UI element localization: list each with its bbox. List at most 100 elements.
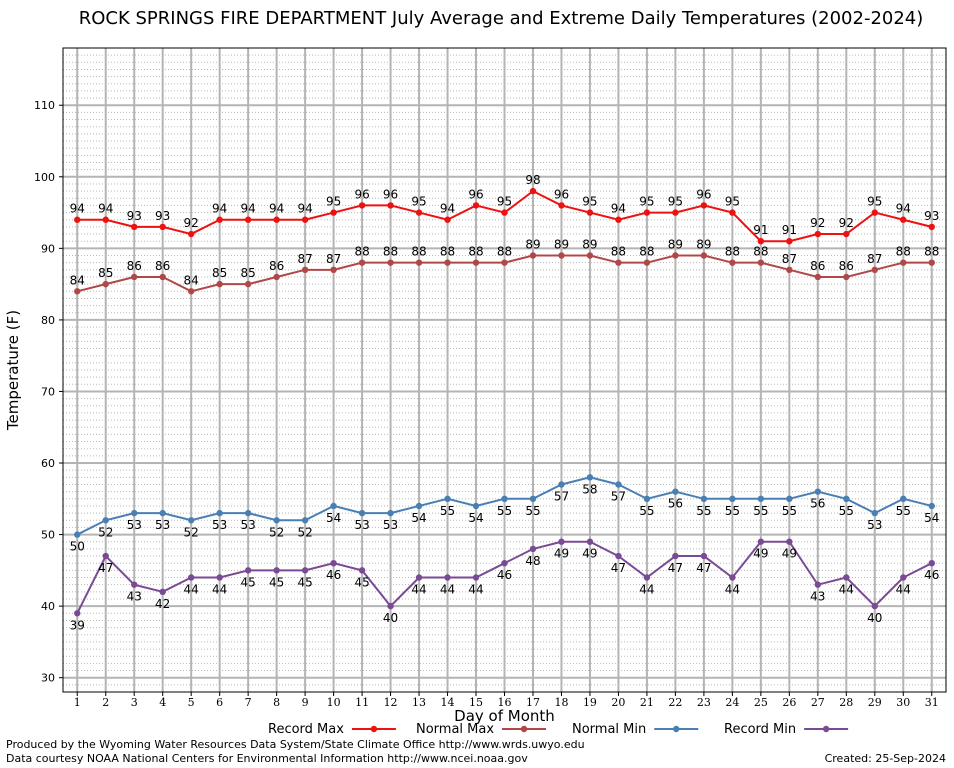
x-tick-label: 25 xyxy=(754,696,768,709)
record-max-data-label: 96 xyxy=(354,187,369,201)
normal-max-data-label: 87 xyxy=(297,252,312,266)
normal-max-point xyxy=(358,259,366,266)
record-max-series: 94 94 93 93 92 94 94 94 94 95 96 96 95 94 96 95 98 96 95 94… xyxy=(70,173,939,245)
normal-max-point xyxy=(301,266,309,274)
x-tick-label: 7 xyxy=(245,696,252,709)
record-max-data-label: 93 xyxy=(924,209,939,223)
normal-max-data-label: 89 xyxy=(525,238,540,252)
record-min-point xyxy=(871,602,878,610)
normal-min-data-label: 50 xyxy=(70,540,85,554)
legend-item-normal-min: Normal Min xyxy=(572,722,699,737)
record-min-data-label: 47 xyxy=(98,561,113,575)
record-min-point xyxy=(672,552,679,560)
record-max-data-label: 96 xyxy=(383,187,398,201)
record-min-point xyxy=(301,567,309,574)
legend-item-record-min: Record Min xyxy=(724,722,849,737)
normal-min-point xyxy=(131,509,138,517)
record-max-data-label: 96 xyxy=(696,187,711,201)
normal-min-point xyxy=(871,509,878,517)
record-min-point xyxy=(729,574,736,581)
record-min-data-label: 45 xyxy=(269,575,284,589)
record-min-point xyxy=(187,574,195,581)
x-axis-label: Day of Month xyxy=(454,707,555,725)
record-min-data-label: 46 xyxy=(497,568,512,582)
record-max-point xyxy=(586,209,594,216)
record-min-point xyxy=(814,581,822,588)
normal-min-data-label: 53 xyxy=(241,518,256,532)
normal-max-point xyxy=(216,280,223,288)
normal-max-point xyxy=(814,273,822,281)
x-tick-label: 31 xyxy=(925,696,939,709)
normal-min-data-label: 52 xyxy=(297,525,312,539)
record-max-point xyxy=(757,238,765,245)
normal-max-point xyxy=(871,266,878,274)
normal-max-point xyxy=(928,259,935,266)
record-min-data-label: 48 xyxy=(525,554,540,568)
legend-label-record-min: Record Min xyxy=(724,722,796,737)
x-tick-label: 4 xyxy=(159,696,166,709)
record-min-point xyxy=(358,567,366,574)
record-min-data-label: 40 xyxy=(383,611,398,625)
normal-min-data-label: 55 xyxy=(696,504,711,518)
record-max-point xyxy=(814,230,822,238)
y-tick-label: 30 xyxy=(41,672,55,685)
normal-min-point xyxy=(814,488,822,495)
record-min-data-label: 44 xyxy=(468,583,483,597)
record-min-data-label: 47 xyxy=(611,561,626,575)
normal-min-data-label: 55 xyxy=(497,504,512,518)
normal-max-data-label: 88 xyxy=(753,245,768,259)
record-max-data-label: 94 xyxy=(611,202,626,216)
record-min-data-label: 49 xyxy=(554,547,569,561)
record-min-data-label: 46 xyxy=(326,568,341,582)
normal-min-point xyxy=(558,481,565,488)
legend-item-normal-max: Normal Max xyxy=(416,722,547,737)
normal-max-data-label: 88 xyxy=(354,245,369,259)
footer-produced-by: Produced by the Wyoming Water Resources … xyxy=(6,738,585,751)
normal-max-point xyxy=(900,259,907,266)
legend-label-record-max: Record Max xyxy=(268,722,344,737)
record-min-data-label: 44 xyxy=(212,583,227,597)
record-max-data-label: 92 xyxy=(810,216,825,230)
normal-max-point xyxy=(102,280,109,288)
normal-max-point xyxy=(387,259,394,266)
legend-marker-normal-min xyxy=(673,725,680,733)
normal-min-data-label: 56 xyxy=(668,497,683,511)
normal-min-data-label: 53 xyxy=(867,518,882,532)
record-min-data-label: 47 xyxy=(668,561,683,575)
normal-max-point xyxy=(700,252,708,259)
normal-min-point xyxy=(330,502,337,510)
normal-min-point xyxy=(244,509,252,517)
normal-min-data-label: 55 xyxy=(896,504,911,518)
normal-max-data-label: 87 xyxy=(326,252,341,266)
normal-max-point xyxy=(187,288,195,295)
grid xyxy=(63,47,946,693)
normal-min-data-label: 53 xyxy=(127,518,142,532)
record-min-data-label: 43 xyxy=(127,590,142,604)
normal-max-point xyxy=(672,252,679,259)
normal-min-point xyxy=(358,509,366,517)
normal-min-point xyxy=(501,495,508,502)
normal-max-data-label: 89 xyxy=(696,238,711,252)
record-min-point xyxy=(615,552,622,560)
record-max-data-label: 92 xyxy=(184,216,199,230)
record-min-point xyxy=(330,560,337,567)
record-min-point xyxy=(273,567,280,574)
normal-max-point xyxy=(843,273,850,281)
record-min-data-label: 40 xyxy=(867,611,882,625)
record-min-data-label: 49 xyxy=(582,547,597,561)
y-tick-label: 50 xyxy=(41,529,55,542)
legend-marker-normal-max xyxy=(520,725,528,733)
normal-max-data-label: 88 xyxy=(383,245,398,259)
record-max-point xyxy=(700,202,708,209)
normal-min-point xyxy=(74,531,81,538)
record-max-data-label: 92 xyxy=(839,216,854,230)
record-max-point xyxy=(131,223,138,231)
normal-max-data-label: 88 xyxy=(896,245,911,259)
x-tick-label: 23 xyxy=(697,696,711,709)
record-min-data-label: 42 xyxy=(155,597,170,611)
record-min-point xyxy=(757,538,765,545)
record-max-data-label: 98 xyxy=(525,173,540,187)
record-min-point xyxy=(216,574,223,581)
x-tick-label: 11 xyxy=(355,696,369,709)
